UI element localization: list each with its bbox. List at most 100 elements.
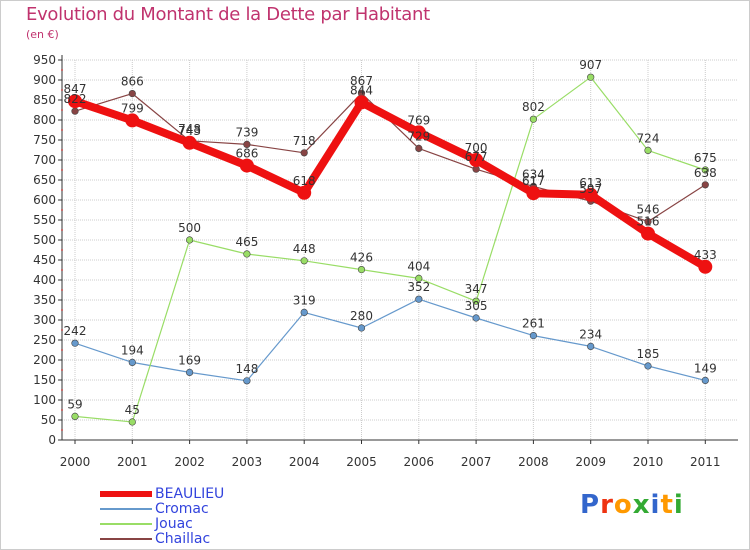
legend-swatch-cromac bbox=[100, 508, 152, 510]
data-label-chaillac: 866 bbox=[121, 75, 144, 89]
data-label-cromac: 149 bbox=[694, 361, 717, 375]
logo-letter: i bbox=[650, 490, 661, 520]
data-label-cromac: 169 bbox=[178, 353, 201, 367]
data-point-beaulieu bbox=[641, 226, 655, 241]
data-label-jouac: 465 bbox=[235, 235, 258, 249]
data-label-chaillac: 634 bbox=[522, 167, 545, 181]
data-label-cromac: 352 bbox=[407, 280, 430, 294]
data-label-beaulieu: 769 bbox=[407, 113, 430, 127]
data-point-beaulieu bbox=[698, 259, 713, 274]
data-point-cromac bbox=[300, 308, 308, 317]
data-label-beaulieu: 700 bbox=[465, 141, 488, 155]
y-tick-label: 300 bbox=[33, 313, 56, 327]
x-tick-label: 2000 bbox=[60, 455, 91, 469]
legend-item-cromac: Cromac bbox=[100, 501, 300, 517]
x-tick-label: 2010 bbox=[633, 455, 664, 469]
data-point-cromac bbox=[186, 368, 194, 377]
data-point-cromac bbox=[71, 339, 79, 347]
data-label-beaulieu: 617 bbox=[522, 174, 545, 188]
logo-letter: i bbox=[673, 490, 684, 520]
data-point-beaulieu bbox=[469, 153, 484, 167]
data-label-beaulieu: 516 bbox=[637, 215, 660, 229]
data-label-jouac: 426 bbox=[350, 251, 373, 265]
data-label-jouac: 404 bbox=[407, 259, 430, 273]
y-tick-label: 200 bbox=[33, 353, 56, 367]
data-label-cromac: 194 bbox=[121, 343, 144, 357]
data-label-cromac: 305 bbox=[465, 299, 488, 313]
data-label-beaulieu: 847 bbox=[64, 82, 87, 96]
series-line-cromac bbox=[74, 298, 706, 382]
legend-label-cromac: Cromac bbox=[155, 501, 209, 517]
data-label-chaillac: 718 bbox=[293, 134, 316, 148]
y-tick-label: 0 bbox=[48, 433, 56, 447]
y-tick-label: 900 bbox=[33, 73, 56, 87]
data-label-beaulieu: 686 bbox=[235, 147, 258, 161]
y-tick-label: 700 bbox=[33, 153, 56, 167]
y-tick-label: 800 bbox=[33, 113, 56, 127]
legend-label-chaillac: Chaillac bbox=[155, 531, 211, 547]
logo-letter: x bbox=[632, 490, 651, 520]
data-point-cromac bbox=[357, 324, 366, 332]
x-tick-label: 2002 bbox=[174, 455, 205, 469]
data-point-jouac bbox=[128, 418, 136, 426]
data-point-cromac bbox=[529, 332, 538, 340]
legend-swatch-beaulieu bbox=[100, 491, 152, 497]
logo-letter: o bbox=[613, 490, 633, 520]
legend-swatch-chaillac bbox=[100, 538, 152, 540]
x-tick-label: 2009 bbox=[575, 455, 606, 469]
x-tick-label: 2004 bbox=[289, 455, 320, 469]
data-label-beaulieu: 743 bbox=[178, 124, 201, 138]
data-label-beaulieu: 799 bbox=[121, 101, 144, 115]
data-label-chaillac: 546 bbox=[637, 203, 660, 217]
data-point-chaillac bbox=[300, 149, 308, 157]
data-label-chaillac: 739 bbox=[235, 125, 258, 139]
data-point-cromac bbox=[415, 295, 423, 303]
data-label-chaillac: 867 bbox=[350, 74, 373, 88]
data-label-jouac: 907 bbox=[579, 58, 602, 72]
legend-label-beaulieu: BEAULIEU bbox=[155, 486, 225, 502]
y-tick-label: 850 bbox=[33, 93, 56, 107]
line-chart: 0 50 100 150 200 250 300 350 400 450 500 550 600 650 7… bbox=[33, 53, 738, 469]
data-label-cromac: 242 bbox=[64, 324, 87, 338]
data-point-chaillac bbox=[71, 107, 79, 115]
logo-letter: P bbox=[580, 490, 601, 520]
data-point-jouac bbox=[644, 146, 652, 154]
y-tick-label: 650 bbox=[33, 173, 56, 187]
data-point-jouac bbox=[701, 166, 709, 174]
data-point-jouac bbox=[415, 274, 423, 283]
chart-subtitle: (en €) bbox=[26, 28, 59, 41]
proxiti-logo: Proxiti bbox=[580, 490, 684, 520]
data-label-cromac: 148 bbox=[235, 362, 258, 376]
x-tick-label: 2011 bbox=[690, 455, 721, 469]
data-label-jouac: 675 bbox=[694, 151, 717, 165]
data-point-cromac bbox=[128, 358, 136, 367]
x-tick-label: 2003 bbox=[232, 455, 263, 469]
data-label-cromac: 319 bbox=[293, 293, 316, 307]
y-tick-label: 500 bbox=[33, 233, 56, 247]
data-point-cromac bbox=[644, 362, 652, 370]
data-label-jouac: 45 bbox=[125, 403, 140, 417]
data-point-chaillac bbox=[243, 140, 251, 148]
data-label-cromac: 261 bbox=[522, 317, 545, 331]
data-label-beaulieu: 613 bbox=[579, 176, 602, 190]
y-tick-label: 150 bbox=[33, 373, 56, 387]
chart-title: Evolution du Montant de la Dette par Hab… bbox=[26, 4, 430, 25]
logo-letter: r bbox=[600, 490, 614, 520]
data-point-cromac bbox=[701, 376, 709, 385]
data-label-jouac: 347 bbox=[465, 282, 488, 296]
legend-swatch-jouac bbox=[100, 523, 152, 525]
data-label-jouac: 448 bbox=[293, 242, 316, 256]
data-point-chaillac bbox=[128, 89, 136, 98]
data-point-beaulieu bbox=[68, 94, 82, 109]
data-label-beaulieu: 433 bbox=[694, 248, 717, 262]
y-tick-label: 750 bbox=[33, 133, 56, 147]
data-point-jouac bbox=[357, 266, 366, 274]
x-tick-label: 2006 bbox=[404, 455, 435, 469]
data-label-jouac: 724 bbox=[637, 131, 660, 145]
data-point-jouac bbox=[243, 250, 251, 258]
series-line-jouac bbox=[74, 76, 706, 423]
y-tick-label: 50 bbox=[41, 413, 56, 427]
data-label-chaillac: 677 bbox=[465, 150, 488, 164]
y-tick-label: 250 bbox=[33, 333, 56, 347]
